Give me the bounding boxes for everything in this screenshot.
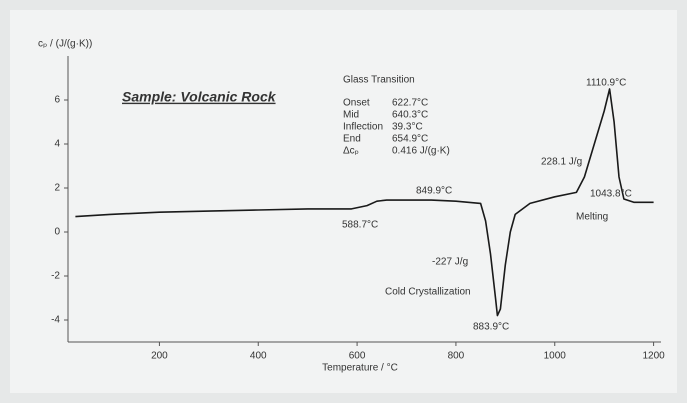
y-tick-label: 0 xyxy=(54,227,60,238)
annotation: -227 J/g xyxy=(432,257,468,268)
x-tick-label: 1200 xyxy=(642,351,665,362)
x-tick-label: 200 xyxy=(151,351,168,362)
panel xyxy=(10,10,677,393)
y-tick-label: -4 xyxy=(51,315,60,326)
table-label: Δcₚ xyxy=(343,146,359,157)
annotation: Cold Crystallization xyxy=(385,287,471,298)
table-value: 39.3°C xyxy=(392,122,423,133)
y-tick-label: -2 xyxy=(51,271,60,282)
table-label: Mid xyxy=(343,110,359,121)
annotation: 588.7°C xyxy=(342,220,378,231)
y-tick-label: 6 xyxy=(54,95,60,106)
annotation: 228.1 J/g xyxy=(541,157,582,168)
table-label: Inflection xyxy=(343,122,383,133)
annotation: 1043.8°C xyxy=(590,189,632,200)
annotation: 883.9°C xyxy=(473,322,509,333)
y-tick-label: 2 xyxy=(54,183,60,194)
x-tick-label: 800 xyxy=(448,351,465,362)
table-label: Onset xyxy=(343,98,370,109)
x-tick-label: 600 xyxy=(349,351,366,362)
chart-title: Sample: Volcanic Rock xyxy=(122,89,277,105)
annotation: Melting xyxy=(576,212,608,223)
annotation: 1110.9°C xyxy=(586,78,626,89)
x-axis-label: Temperature / °C xyxy=(322,363,398,374)
y-axis-label: cₚ / (J/(g·K)) xyxy=(38,39,92,50)
table-label: End xyxy=(343,134,361,145)
table-value: 654.9°C xyxy=(392,134,428,145)
x-tick-label: 400 xyxy=(250,351,267,362)
table-heading: Glass Transition xyxy=(343,75,415,86)
table-value: 622.7°C xyxy=(392,98,428,109)
table-value: 0.416 J/(g·K) xyxy=(392,146,450,157)
x-tick-label: 1000 xyxy=(544,351,567,362)
y-tick-label: 4 xyxy=(54,139,60,150)
annotation: 849.9°C xyxy=(416,186,452,197)
table-value: 640.3°C xyxy=(392,110,428,121)
data-line xyxy=(75,88,654,317)
